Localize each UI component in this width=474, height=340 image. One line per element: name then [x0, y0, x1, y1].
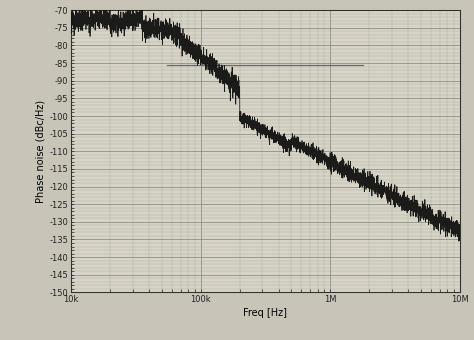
- X-axis label: Freq [Hz]: Freq [Hz]: [244, 308, 287, 318]
- Y-axis label: Phase noise (dBc/Hz): Phase noise (dBc/Hz): [35, 100, 46, 203]
